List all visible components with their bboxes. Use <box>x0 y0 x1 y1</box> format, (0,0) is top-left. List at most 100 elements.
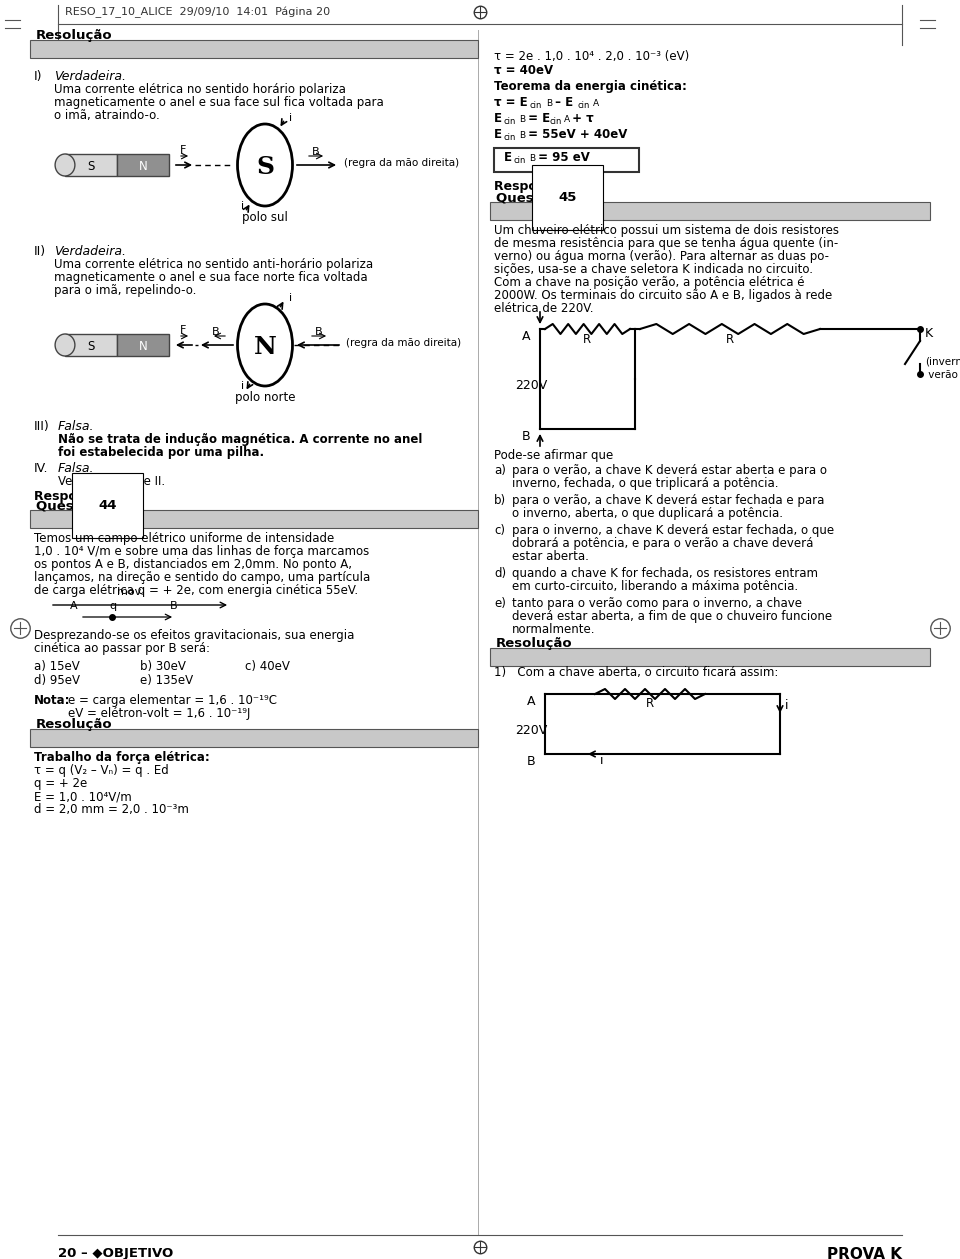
Text: = 95 eV: = 95 eV <box>534 151 589 164</box>
Text: cin: cin <box>504 117 516 126</box>
Text: B: B <box>522 431 531 443</box>
Text: B: B <box>170 601 178 611</box>
Text: de mesma resistência para que se tenha água quente (in-: de mesma resistência para que se tenha á… <box>494 237 838 251</box>
Text: d): d) <box>494 567 506 580</box>
Text: 1)   Com a chave aberta, o circuito ficará assim:: 1) Com a chave aberta, o circuito ficará… <box>494 666 779 679</box>
Text: = 55eV + 40eV: = 55eV + 40eV <box>524 128 628 141</box>
Text: i: i <box>241 381 244 392</box>
Text: τ = q (V₂ – Vₙ) = q . Ed: τ = q (V₂ – Vₙ) = q . Ed <box>34 764 169 777</box>
Text: τ = 2e . 1,0 . 10⁴ . 2,0 . 10⁻³ (eV): τ = 2e . 1,0 . 10⁴ . 2,0 . 10⁻³ (eV) <box>494 50 689 63</box>
Text: E: E <box>494 128 502 141</box>
Text: polo sul: polo sul <box>242 212 288 224</box>
Text: S: S <box>256 155 274 179</box>
Text: verão ): verão ) <box>925 369 960 379</box>
Text: IV.: IV. <box>34 462 49 475</box>
Text: R: R <box>583 332 591 346</box>
Text: foi estabelecida por uma pilha.: foi estabelecida por uma pilha. <box>58 446 264 460</box>
Text: S: S <box>87 340 95 353</box>
Text: d) 95eV: d) 95eV <box>34 674 80 687</box>
Text: Verdadeira.: Verdadeira. <box>54 71 126 83</box>
Text: N: N <box>138 160 148 172</box>
Text: b): b) <box>494 494 506 507</box>
Text: magneticamente o anel e sua face sul fica voltada para: magneticamente o anel e sua face sul fic… <box>54 96 384 110</box>
Text: R: R <box>726 332 734 346</box>
Text: Nota:: Nota: <box>34 694 70 708</box>
Text: τ = 40eV: τ = 40eV <box>494 64 553 77</box>
Text: II): II) <box>34 246 46 258</box>
Text: q = + 2e: q = + 2e <box>34 777 87 789</box>
Text: Resposta: D: Resposta: D <box>494 180 578 193</box>
Text: B: B <box>315 327 323 337</box>
Text: c): c) <box>494 524 505 538</box>
Text: Veja os itens I e II.: Veja os itens I e II. <box>58 475 165 488</box>
Bar <box>30 729 478 747</box>
Text: i: i <box>289 113 292 123</box>
Text: E = 1,0 . 10⁴V/m: E = 1,0 . 10⁴V/m <box>34 789 132 803</box>
Text: deverá estar aberta, a fim de que o chuveiro funcione: deverá estar aberta, a fim de que o chuv… <box>512 611 832 623</box>
Text: Resolução: Resolução <box>36 29 112 42</box>
Text: Falsa.: Falsa. <box>58 421 94 433</box>
Text: B: B <box>529 154 535 162</box>
Text: B: B <box>312 147 320 157</box>
Bar <box>30 40 478 58</box>
Bar <box>30 510 478 528</box>
Text: Não se trata de indução magnética. A corrente no anel: Não se trata de indução magnética. A cor… <box>58 433 422 446</box>
Text: mov.: mov. <box>116 587 143 597</box>
Text: Teorema da energia cinética:: Teorema da energia cinética: <box>494 81 686 93</box>
Text: e) 135eV: e) 135eV <box>140 674 193 687</box>
Text: magneticamente o anel e sua face norte fica voltada: magneticamente o anel e sua face norte f… <box>54 271 368 285</box>
Text: E: E <box>504 151 512 164</box>
Ellipse shape <box>55 154 75 176</box>
Text: d = 2,0 mm = 2,0 . 10⁻³m: d = 2,0 mm = 2,0 . 10⁻³m <box>34 803 189 816</box>
Text: + τ: + τ <box>568 112 593 125</box>
Text: cin: cin <box>504 133 516 142</box>
Text: R: R <box>646 697 654 710</box>
Text: a): a) <box>494 465 506 477</box>
Text: a) 15eV: a) 15eV <box>34 660 80 674</box>
Text: para o inverno, a chave K deverá estar fechada, o que: para o inverno, a chave K deverá estar f… <box>512 524 834 538</box>
Text: K: K <box>925 327 933 340</box>
Text: Resposta: A: Resposta: A <box>34 490 118 504</box>
Text: cin: cin <box>550 117 563 126</box>
Text: i: i <box>241 201 244 212</box>
Text: inverno, fechada, o que triplicará a potência.: inverno, fechada, o que triplicará a pot… <box>512 477 779 490</box>
Text: 45: 45 <box>558 191 576 204</box>
Text: de carga elétrica q = + 2e, com energia cinética 55eV.: de carga elétrica q = + 2e, com energia … <box>34 584 358 597</box>
Text: B: B <box>519 131 525 140</box>
Text: (inverno: (inverno <box>925 356 960 366</box>
Text: Falsa.: Falsa. <box>58 462 94 475</box>
Text: B: B <box>527 755 536 768</box>
Ellipse shape <box>237 123 293 206</box>
Bar <box>490 201 930 220</box>
Text: F: F <box>180 325 186 335</box>
Text: A: A <box>522 330 531 342</box>
Text: q: q <box>109 601 116 611</box>
Text: B: B <box>212 327 220 337</box>
Text: elétrica de 220V.: elétrica de 220V. <box>494 302 593 315</box>
Text: Uma corrente elétrica no sentido horário polariza: Uma corrente elétrica no sentido horário… <box>54 83 346 96</box>
Text: III): III) <box>34 421 50 433</box>
Bar <box>117 334 169 356</box>
Text: B: B <box>546 99 552 108</box>
Text: 44: 44 <box>98 499 116 512</box>
Text: A: A <box>527 695 536 708</box>
Text: S: S <box>87 160 95 172</box>
Text: A: A <box>564 115 570 123</box>
Text: verno) ou água morna (verão). Para alternar as duas po-: verno) ou água morna (verão). Para alter… <box>494 251 829 263</box>
Text: Com a chave na posição verão, a potência elétrica é: Com a chave na posição verão, a potência… <box>494 276 804 290</box>
Text: o inverno, aberta, o que duplicará a potência.: o inverno, aberta, o que duplicará a pot… <box>512 507 783 520</box>
Ellipse shape <box>237 303 293 387</box>
Text: N: N <box>253 335 276 359</box>
Text: 220V: 220V <box>515 724 547 737</box>
Text: quando a chave K for fechada, os resistores entram: quando a chave K for fechada, os resisto… <box>512 567 818 580</box>
Text: 2000W. Os terminais do circuito são A e B, ligados à rede: 2000W. Os terminais do circuito são A e … <box>494 290 832 302</box>
Text: para o verão, a chave K deverá estar fechada e para: para o verão, a chave K deverá estar fec… <box>512 494 825 507</box>
Text: para o verão, a chave K deverá estar aberta e para o: para o verão, a chave K deverá estar abe… <box>512 465 827 477</box>
Text: 20 – ◆OBJETIVO: 20 – ◆OBJETIVO <box>58 1246 173 1259</box>
Text: RESO_17_10_ALICE  29/09/10  14:01  Página 20: RESO_17_10_ALICE 29/09/10 14:01 Página 2… <box>65 6 330 18</box>
Text: em curto-circuito, liberando a máxima potência.: em curto-circuito, liberando a máxima po… <box>512 580 798 593</box>
Ellipse shape <box>55 334 75 356</box>
Text: cin: cin <box>514 156 526 165</box>
Bar <box>65 334 117 356</box>
Text: os pontos A e B, distanciados em 2,0mm. No ponto A,: os pontos A e B, distanciados em 2,0mm. … <box>34 558 352 572</box>
